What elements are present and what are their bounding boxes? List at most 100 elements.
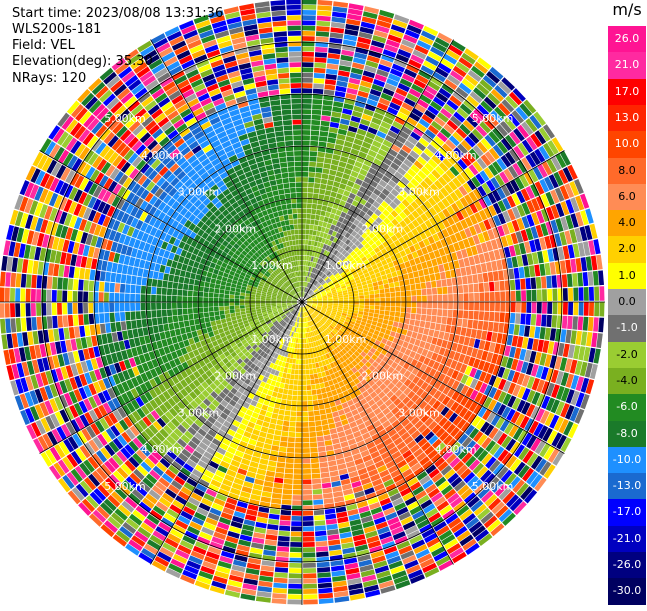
ray-gate-group xyxy=(540,366,549,380)
ray-gate-group xyxy=(303,547,317,589)
ray-gate-group xyxy=(441,83,455,95)
ray-gate-group xyxy=(260,37,300,282)
ray-gate-group xyxy=(470,500,484,512)
ray-gate-group xyxy=(352,534,367,547)
ray-gate-group xyxy=(125,476,138,488)
ray-gate-group xyxy=(346,107,386,188)
ray-gate-group xyxy=(255,521,267,529)
ray-gate-group xyxy=(535,408,545,422)
ray-gate-group xyxy=(562,302,589,316)
ray-gate-group xyxy=(67,155,157,216)
ray-gate-group xyxy=(577,270,599,287)
ray-gate-group xyxy=(461,452,516,504)
ray-gate-group xyxy=(197,536,211,546)
ray-gate-group xyxy=(219,555,233,564)
ray-gate-group xyxy=(306,130,398,293)
ray-gate-group xyxy=(303,306,309,317)
ray-gate-group xyxy=(477,507,491,521)
ray-gate-group xyxy=(385,512,398,521)
ray-gate-group xyxy=(222,520,243,554)
ray-gate-group xyxy=(206,83,219,92)
ray-gate-group xyxy=(337,147,449,265)
ray-gate-group xyxy=(364,584,379,593)
ray-gate-group xyxy=(25,214,34,229)
ray-gate-group xyxy=(304,312,325,389)
ray-gate-group xyxy=(442,509,456,520)
ray-gate-group xyxy=(496,110,525,137)
velocity-gates xyxy=(0,0,605,605)
ray-gate-group xyxy=(559,357,568,372)
colorbar-tick-label: 0.0 xyxy=(618,295,636,308)
ray-gate-group xyxy=(341,312,554,382)
ray-gate-group xyxy=(123,133,143,152)
ray-gate-group xyxy=(302,317,314,411)
ray-gate-group xyxy=(490,414,510,432)
ray-gate-group xyxy=(531,391,560,414)
ray-gate-group xyxy=(30,288,36,302)
colorbar-tick-label: -2.0 xyxy=(616,347,638,361)
ray-gate-group xyxy=(231,80,243,89)
ray-gate-group xyxy=(92,211,111,228)
ray-gate-group xyxy=(41,289,240,302)
ray-gate-group xyxy=(91,138,103,152)
ray-gate-group xyxy=(360,80,372,89)
ray-gate-group xyxy=(515,106,529,121)
ray-gate-group xyxy=(315,36,329,43)
ray-gate-group xyxy=(54,179,74,198)
ray-gate-group xyxy=(47,235,55,249)
ray-gate-group xyxy=(274,306,301,376)
ray-gate-group xyxy=(500,128,525,151)
ray-gate-group xyxy=(346,3,364,21)
ray-gate-group xyxy=(208,54,222,63)
ray-gate-group xyxy=(234,554,248,563)
ray-gate-group xyxy=(143,136,155,147)
ray-gate-group xyxy=(227,21,257,96)
ray-gate-group xyxy=(211,306,300,447)
ray-gate-group xyxy=(107,397,121,412)
ray-gate-group xyxy=(277,504,292,547)
ray-gate-group xyxy=(63,438,75,453)
ray-gate-group xyxy=(44,248,200,286)
ray-gate-group xyxy=(304,287,307,292)
ray-gate-group xyxy=(54,209,63,223)
ray-gate-group xyxy=(441,88,504,154)
ray-gate-group xyxy=(302,20,316,26)
ray-gate-group xyxy=(186,69,260,209)
ray-gate-group xyxy=(200,215,240,250)
ray-gate-group xyxy=(538,145,550,160)
ray-gate-group xyxy=(133,305,299,481)
ray-gate-group xyxy=(355,26,374,55)
ray-gate-group xyxy=(68,187,298,300)
ray-gate-group xyxy=(112,463,133,483)
ray-gate-group xyxy=(91,81,243,240)
ring-label: 4.00km xyxy=(435,149,477,162)
ray-gate-group xyxy=(401,73,415,83)
colorbar-segment xyxy=(608,578,646,606)
ray-gate-group xyxy=(380,92,393,102)
ray-gate-group xyxy=(138,501,152,513)
ray-gate-group xyxy=(412,510,425,520)
ray-gate-group xyxy=(578,302,584,316)
ray-gate-group xyxy=(148,58,258,228)
ring-label: 5.00km xyxy=(104,480,146,493)
ray-gate-group xyxy=(359,510,393,584)
ray-gate-group xyxy=(85,359,94,372)
ray-gate-group xyxy=(146,467,191,525)
ray-gate-group xyxy=(547,248,555,262)
ray-gate-group xyxy=(67,302,115,315)
ray-gate-group xyxy=(534,255,598,277)
ray-gate-group xyxy=(195,19,211,29)
ray-gate-group xyxy=(425,464,486,538)
ray-gate-group xyxy=(302,307,325,521)
ray-gate-group xyxy=(461,155,472,167)
ray-gate-group xyxy=(236,544,250,552)
ray-gate-group xyxy=(450,40,466,52)
ray-gate-group xyxy=(111,332,118,343)
ray-gate-group xyxy=(369,347,416,382)
ray-gate-group xyxy=(418,37,450,80)
ray-gate-group xyxy=(34,246,42,261)
ray-gate-group xyxy=(409,534,423,545)
ray-gate-group xyxy=(382,541,400,560)
ray-gate-group xyxy=(530,314,563,329)
ray-gate-group xyxy=(118,174,129,186)
